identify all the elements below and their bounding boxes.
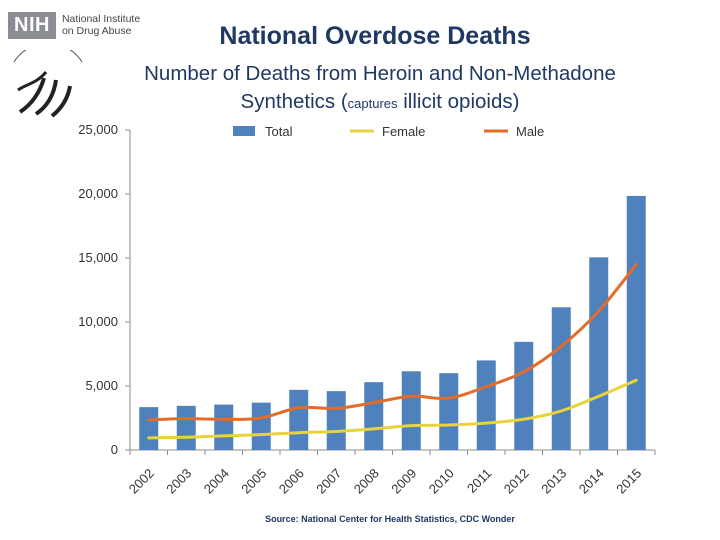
subtitle-line1: Number of Deaths from Heroin and Non-Met… — [144, 62, 616, 85]
line-female — [147, 378, 638, 440]
point-male — [223, 418, 225, 420]
point-male — [148, 419, 150, 421]
bar-total — [214, 404, 234, 450]
x-tick-label: 2003 — [163, 466, 194, 497]
point-male — [448, 397, 450, 399]
bar-total — [176, 405, 196, 450]
x-tick-label: 2011 — [464, 466, 494, 496]
point-female — [335, 430, 337, 432]
legend-total-label: Total — [265, 124, 293, 139]
point-female — [298, 432, 300, 434]
nih-logo-mark: NIH — [8, 11, 56, 39]
bar-total — [476, 360, 496, 450]
subtitle-line2-pre: Synthetics ( — [240, 90, 348, 113]
x-tick-label: 2008 — [351, 466, 382, 497]
subtitle-line2-small: captures — [347, 96, 398, 111]
bar-total — [514, 341, 534, 450]
bar-total — [626, 195, 646, 450]
point-female — [260, 434, 262, 436]
x-tick-label: 2010 — [426, 466, 457, 497]
point-female — [448, 424, 450, 426]
bar-total — [289, 389, 309, 450]
x-tick-label: 2005 — [238, 466, 269, 497]
nih-org-line2: on Drug Abuse — [61, 25, 132, 37]
chart-legend: Total Female Male — [233, 124, 544, 139]
legend-female-label: Female — [382, 124, 425, 139]
point-female — [560, 410, 562, 412]
chart-bars — [139, 195, 646, 450]
x-tick-label: 2009 — [388, 466, 419, 497]
point-female — [185, 436, 187, 438]
bar-total — [401, 371, 421, 450]
bar-total — [139, 407, 159, 450]
chart-subtitle: Number of Deaths from Heroin and Non-Met… — [100, 60, 660, 118]
y-tick-label: 10,000 — [78, 314, 118, 329]
source-note: Source: National Center for Health Stati… — [265, 514, 515, 524]
point-female — [598, 395, 600, 397]
chart-title: National Overdose Deaths — [219, 22, 531, 50]
chart-axes — [129, 130, 655, 451]
nih-org-line1: National Institute — [61, 13, 141, 25]
y-axis-ticks: 0 5,000 10,000 15,000 20,000 25,000 — [78, 122, 130, 457]
bar-total — [326, 391, 346, 450]
point-male — [335, 407, 337, 409]
x-tick-label: 2004 — [201, 466, 232, 497]
chart-lines — [147, 262, 638, 440]
bar-total — [364, 382, 384, 450]
nih-org-name: National Institute on Drug Abuse — [62, 13, 140, 37]
y-tick-label: 0 — [111, 442, 118, 457]
bar-total — [589, 257, 609, 450]
x-tick-label: 2002 — [126, 466, 157, 497]
y-tick-label: 15,000 — [78, 250, 118, 265]
x-tick-label: 2007 — [313, 466, 344, 497]
point-male — [298, 407, 300, 409]
y-tick-label: 25,000 — [78, 122, 118, 137]
point-female — [410, 425, 412, 427]
x-tick-label: 2014 — [576, 466, 607, 497]
subtitle-line2-post: illicit opioids) — [397, 90, 520, 113]
point-male — [560, 345, 562, 347]
point-male — [485, 386, 487, 388]
bar-total — [551, 307, 571, 450]
bar-total — [439, 373, 459, 450]
point-female — [373, 428, 375, 430]
legend-male-label: Male — [516, 124, 544, 139]
y-tick-label: 20,000 — [78, 186, 118, 201]
point-male — [373, 402, 375, 404]
line-male — [147, 262, 638, 422]
point-female — [635, 379, 637, 381]
x-tick-label: 2013 — [538, 466, 569, 497]
legend-total-swatch — [233, 126, 255, 136]
x-tick-label: 2012 — [501, 466, 532, 497]
point-female — [223, 435, 225, 437]
nih-logo: NIH National Institute on Drug Abuse — [8, 8, 140, 42]
point-female — [148, 437, 150, 439]
x-axis-ticks: 2002 2003 2004 2005 2006 2007 2008 2009 2010 2011… — [126, 450, 656, 497]
x-tick-label: 2015 — [613, 466, 644, 497]
point-male — [260, 417, 262, 419]
bar-total — [251, 402, 271, 450]
x-tick-label: 2006 — [276, 466, 307, 497]
point-male — [523, 371, 525, 373]
point-male — [185, 418, 187, 420]
point-female — [485, 422, 487, 424]
y-tick-label: 5,000 — [85, 378, 118, 393]
point-male — [598, 310, 600, 312]
hhs-seal-icon — [13, 50, 83, 118]
point-female — [523, 418, 525, 420]
point-male — [410, 395, 412, 397]
point-male — [635, 263, 637, 265]
